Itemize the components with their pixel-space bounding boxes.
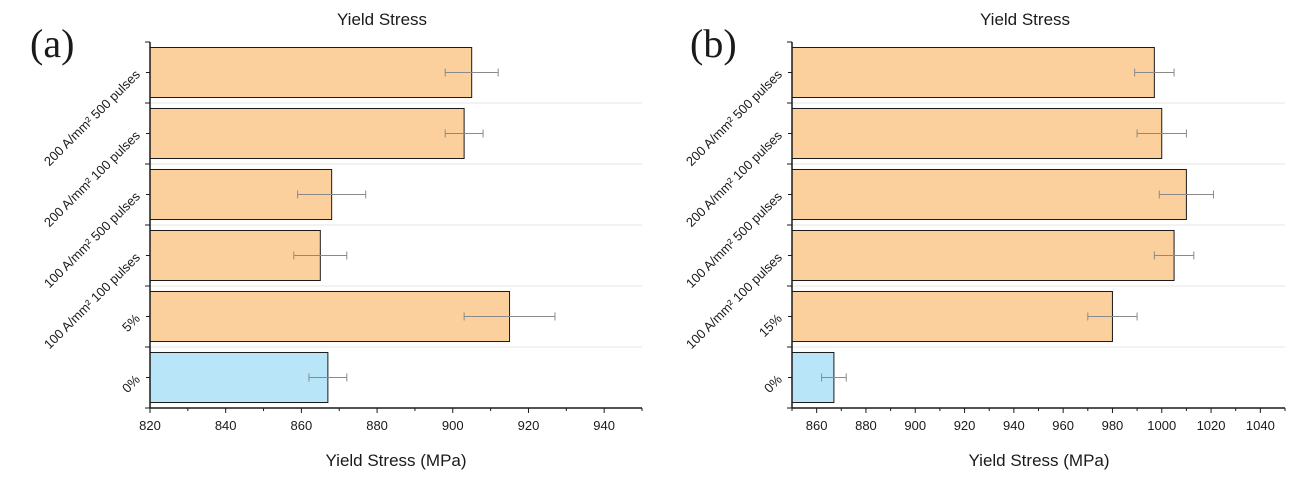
bar [149,290,511,343]
chart-panel-a: (a) Yield Stress Yield Stress (MPa) 0% 5%… [30,10,643,470]
x-tick-label: 860 [291,418,313,433]
category-label: 5% [119,311,143,335]
bar [149,229,321,282]
chart-title-a: Yield Stress [337,10,427,29]
bar [149,46,473,99]
x-tick-label: 880 [366,418,388,433]
x-tick-label: 1000 [1147,418,1176,433]
bar [791,229,1175,282]
category-label: 15% [756,311,785,340]
panel-label-a: (a) [30,21,74,66]
x-tick-label: 840 [215,418,237,433]
x-tick-label: 940 [1003,418,1025,433]
x-axis-label-b: Yield Stress (MPa) [968,451,1109,470]
category-label: 200 A/mm² 500 pulses [41,66,143,168]
chart-title-b: Yield Stress [980,10,1070,29]
x-tick-label: 900 [442,418,464,433]
x-tick-label: 960 [1052,418,1074,433]
chart-panel-b: (b) Yield Stress Yield Stress (MPa) 0% 15… [683,10,1286,470]
x-tick-label: 1040 [1246,418,1275,433]
x-tick-label: 940 [593,418,615,433]
bar [791,107,1163,160]
x-tick-label: 880 [855,418,877,433]
x-tick-label: 900 [904,418,926,433]
bar [791,290,1113,343]
x-tick-label: 920 [954,418,976,433]
category-label: 200 A/mm² 500 pulses [683,66,785,168]
x-tick-label: 820 [139,418,161,433]
bar [149,107,465,160]
x-axis-label-a: Yield Stress (MPa) [325,451,466,470]
x-tick-label: 860 [806,418,828,433]
bar [791,168,1187,221]
category-label: 0% [119,372,143,396]
panel-label-b: (b) [690,21,737,66]
x-tick-label: 980 [1102,418,1124,433]
x-tick-label: 920 [518,418,540,433]
bar [149,351,329,404]
category-label: 0% [761,372,785,396]
bar [791,46,1155,99]
x-tick-label: 1020 [1197,418,1226,433]
